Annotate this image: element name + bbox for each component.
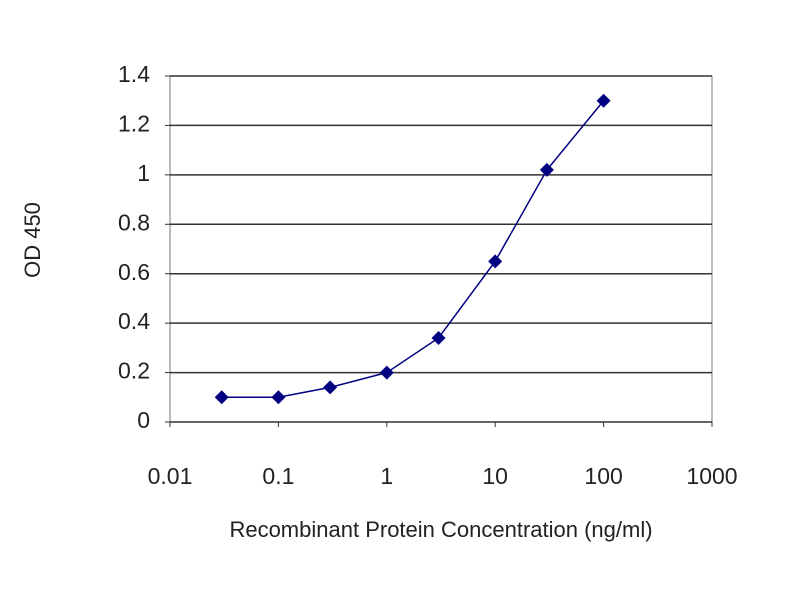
plot-area	[169, 75, 713, 423]
data-line	[221, 100, 605, 399]
data-point	[488, 254, 503, 269]
data-point	[271, 390, 286, 405]
y-tick-label: 0.2	[118, 358, 150, 384]
data-point	[323, 380, 338, 395]
y-tick-label: 1.2	[118, 111, 150, 137]
data-point	[596, 93, 611, 108]
data-point	[214, 390, 229, 405]
data-point	[431, 330, 446, 345]
x-tick-label: 1000	[686, 463, 737, 489]
y-tick-label: 0.6	[118, 259, 150, 285]
y-tick-label: 1	[137, 160, 150, 186]
y-tick-label: 0.4	[118, 308, 150, 334]
data-point	[539, 162, 554, 177]
x-tick-label: 100	[584, 463, 622, 489]
x-axis-title: Recombinant Protein Concentration (ng/ml…	[229, 517, 652, 542]
x-tick-label: 10	[482, 463, 508, 489]
x-tick-label: 0.1	[262, 463, 294, 489]
x-tick-label: 1	[380, 463, 393, 489]
data-point	[379, 365, 394, 380]
y-axis-title: OD 450	[20, 202, 45, 278]
y-tick-label: 0.8	[118, 209, 150, 235]
y-tick-label: 0	[137, 407, 150, 433]
x-tick-label: 0.01	[148, 463, 193, 489]
y-tick-label: 1.4	[118, 61, 150, 87]
